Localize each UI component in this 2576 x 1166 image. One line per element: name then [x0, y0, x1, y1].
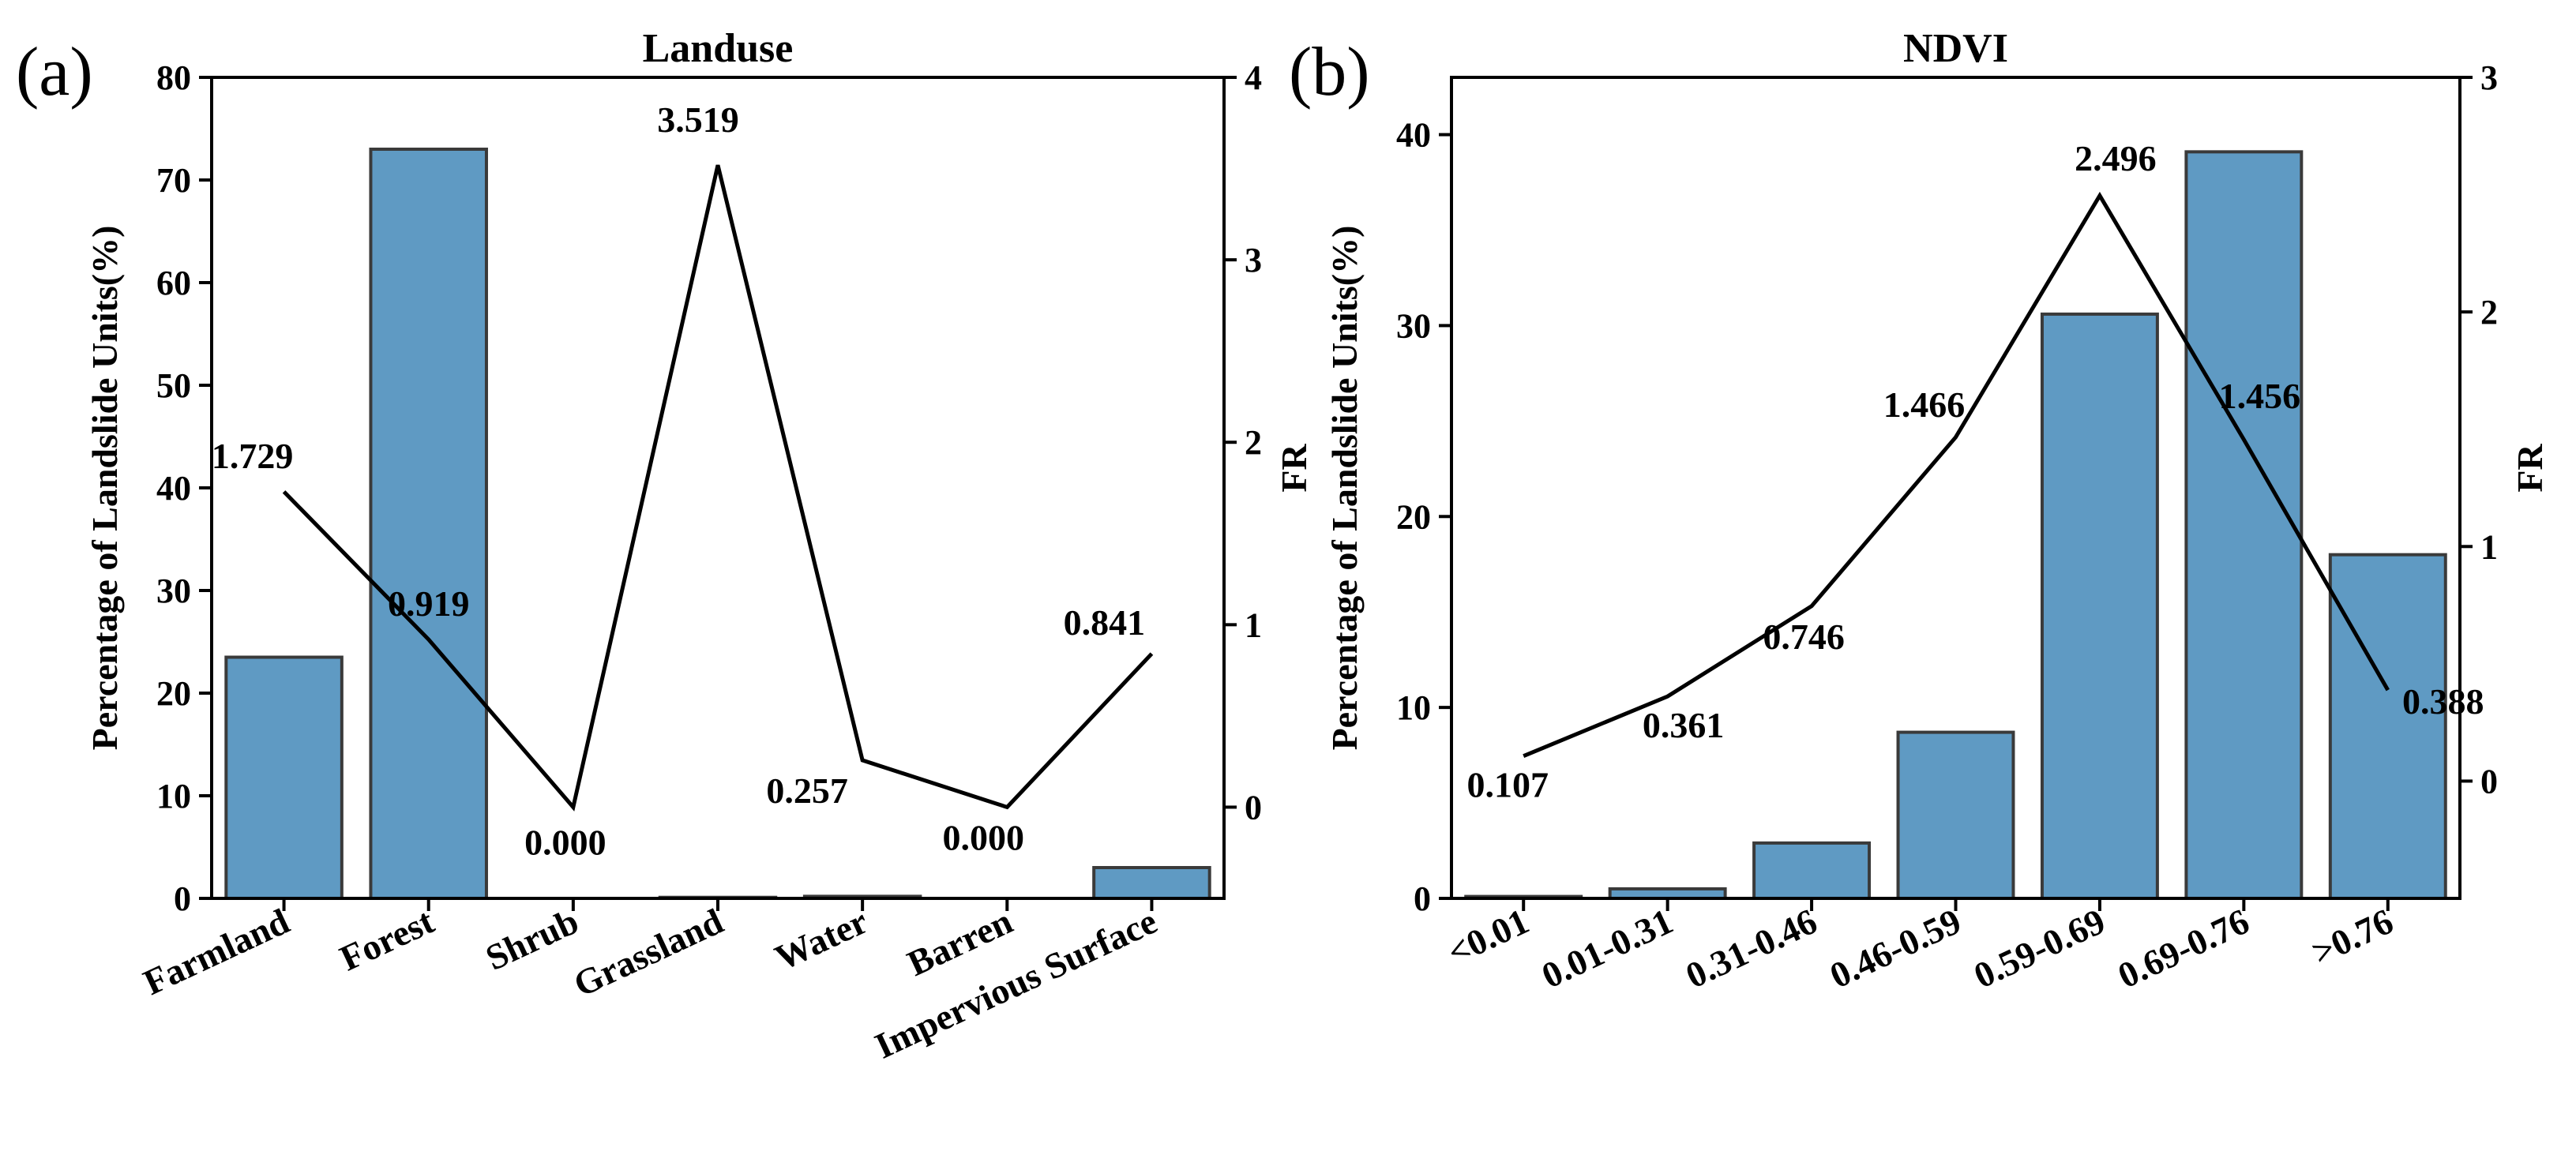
y-tick-label: 0 [1414, 879, 1431, 918]
bar [1092, 866, 1211, 900]
x-tick-label: Impervious Surface [869, 901, 1162, 1067]
y-axis-label: Percentage of Landslide Units(%) [1324, 226, 1365, 751]
x-tick-label: 0.01-0.31 [1536, 901, 1679, 996]
y-tick-label: 40 [1396, 116, 1431, 155]
chart-panel-b: (b) NDVI 0.107 0.361 0.746 1.466 2.496 1.456 0.3… [1289, 26, 2550, 996]
y-tick-label: 30 [1396, 306, 1431, 345]
fr-data-label: 0.257 [766, 770, 848, 811]
bar [1896, 730, 2015, 901]
bar [1752, 841, 1872, 901]
y-tick-label: 40 [156, 469, 191, 508]
fr-line [282, 164, 1154, 812]
fr-data-label: 0.361 [1643, 705, 1725, 745]
y-tick-label: 0 [174, 879, 191, 918]
fr-data-label: 0.841 [1064, 602, 1146, 643]
x-tick-label: Farmland [137, 901, 295, 1003]
y2-tick-label: 2 [1245, 423, 1262, 462]
y-tick-label: 50 [156, 366, 191, 405]
fr-data-label: 1.466 [1883, 384, 1966, 425]
fr-data-label: 0.919 [388, 583, 470, 624]
fr-data-label: 0.107 [1466, 765, 1549, 805]
x-tick-label: 0.46-0.59 [1823, 901, 1966, 996]
y-tick-label: 10 [1396, 688, 1431, 727]
x-tick-label: Shrub [479, 901, 584, 978]
panel-label: (b) [1289, 34, 1370, 111]
x-tick-label: Grassland [568, 901, 730, 1005]
y2-tick-label: 0 [1245, 788, 1262, 827]
y2-tick-label: 1 [2480, 527, 2498, 566]
y2-tick-label: 0 [2480, 762, 2498, 800]
y-tick-label: 80 [156, 58, 191, 97]
plot-frame [210, 76, 1226, 900]
bar [369, 148, 488, 900]
bar [2040, 312, 2159, 900]
y-tick-label: 70 [156, 161, 191, 200]
x-tick-label: <0.01 [1441, 901, 1534, 973]
x-tick-label: 0.59-0.69 [1968, 901, 2111, 996]
fr-data-label: 0.388 [2402, 681, 2484, 722]
x-tick-label: Forest [334, 901, 441, 979]
x-tick-label: >0.76 [2306, 901, 2399, 973]
x-tick-label: 0.31-0.46 [1680, 901, 1823, 996]
fr-data-label: 0.746 [1763, 617, 1845, 657]
fr-data-label: 1.729 [212, 436, 294, 476]
y2-axis-label: FR [1274, 444, 1314, 493]
x-tick-label: Water [769, 901, 874, 978]
y2-tick-label: 3 [2480, 58, 2498, 97]
y-axis-label: Percentage of Landslide Units(%) [84, 226, 125, 751]
fr-data-label: 3.519 [657, 99, 739, 140]
bar [2184, 150, 2304, 901]
y-tick-label: 20 [156, 674, 191, 713]
y-tick-label: 20 [1396, 497, 1431, 536]
y-tick-label: 10 [156, 777, 191, 815]
fr-line [1523, 191, 2390, 758]
y-tick-label: 60 [156, 264, 191, 302]
x-tick-label: 0.69-0.76 [2112, 901, 2255, 996]
chart-title: Landuse [643, 26, 794, 71]
y2-tick-label: 4 [1245, 58, 1262, 97]
y-tick-label: 30 [156, 572, 191, 610]
fr-data-label: 0.000 [524, 822, 606, 862]
y2-tick-label: 1 [1245, 605, 1262, 644]
chart-title: NDVI [1903, 26, 2008, 71]
y2-axis-label: FR [2510, 444, 2550, 493]
y2-tick-label: 2 [2480, 293, 2498, 332]
y2-tick-label: 3 [1245, 241, 1262, 279]
chart-panel-a: (a) Landuse 1.729 0.919 0.000 3.519 0.257 0.000… [16, 26, 1314, 1067]
panel-label: (a) [16, 34, 93, 111]
bar [2328, 553, 2447, 901]
bar [224, 655, 344, 900]
fr-data-label: 0.000 [943, 817, 1025, 857]
fr-data-label: 1.456 [2219, 376, 2301, 416]
fr-data-label: 2.496 [2075, 138, 2157, 178]
